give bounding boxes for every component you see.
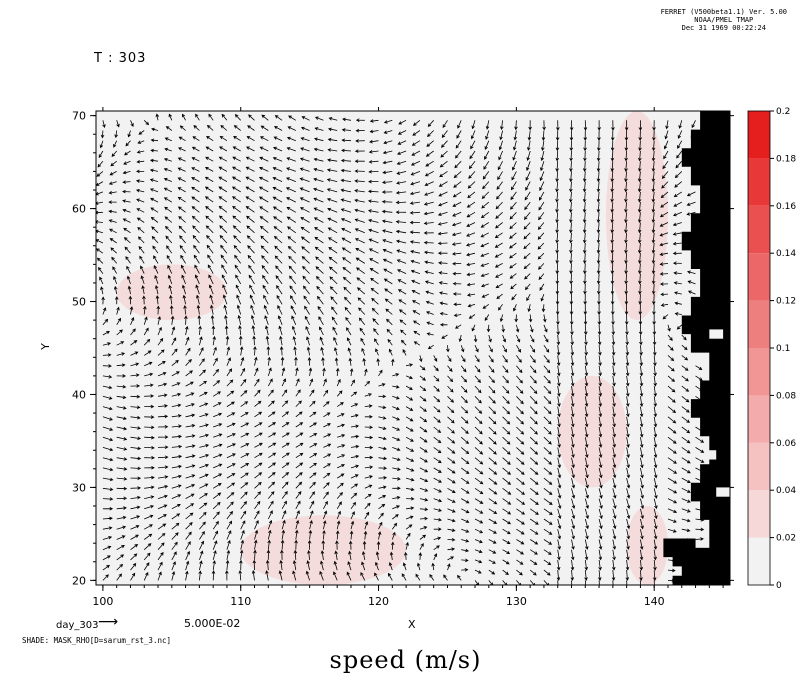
colorbar-swatch: [748, 537, 770, 585]
y-tick-label: 60: [72, 203, 86, 216]
colorbar-tick-label: 0.12: [776, 297, 796, 307]
shade-patch-south: [240, 515, 407, 585]
colorbar-tick-label: 0.14: [776, 249, 796, 259]
x-axis-label: X: [408, 618, 416, 631]
shade-patch-east-north: [605, 111, 668, 321]
land-hole-0: [702, 450, 717, 460]
shade-patch-mid-west: [116, 264, 227, 321]
y-tick-label: 40: [72, 388, 86, 401]
time-label: T : 303: [94, 51, 147, 66]
axes: 100 110 120 130 140 20 30 40 50 60 70: [72, 107, 734, 608]
reference-arrow-icon: ⟶: [98, 614, 119, 630]
colorbar-swatch: [748, 253, 770, 301]
colorbar-swatch: [748, 300, 770, 348]
x-tick-label: 110: [230, 595, 251, 608]
x-tick-label: 140: [644, 595, 665, 608]
y-axis-label: Y: [38, 343, 52, 350]
big-title: speed (m/s): [329, 646, 482, 674]
colorbar-tick-label: 0.08: [776, 391, 796, 401]
ferret-header: FERRET (V500beta1.1) Ver. 5.00 NOAA/PMEL…: [661, 8, 787, 32]
colorbar-tick-label: 0: [776, 581, 782, 591]
colorbar-tick-label: 0.1: [776, 344, 790, 354]
colorbar-swatch: [748, 205, 770, 254]
y-tick-label: 30: [72, 481, 86, 494]
x-tick-label: 120: [368, 595, 389, 608]
header-line-1: FERRET (V500beta1.1) Ver. 5.00: [660, 8, 787, 16]
colorbar-tick-label: 0.06: [776, 439, 796, 449]
vector-label: day_303: [56, 620, 99, 631]
colorbar-tick-label: 0.16: [776, 202, 796, 212]
header-line-2: NOAA/PMEL TMAP: [694, 16, 754, 24]
y-tick-label: 20: [72, 574, 86, 587]
land-coast: [663, 111, 730, 585]
y-tick-label: 50: [72, 296, 86, 309]
colorbar-tick-label: 0.04: [776, 486, 796, 496]
colorbar-tick-label: 0.02: [776, 534, 796, 544]
vector-arrows: [96, 113, 705, 585]
land-hole-2: [695, 538, 710, 548]
x-tick-label: 130: [506, 595, 527, 608]
colorbar-swatch: [748, 111, 770, 159]
colorbar-swatch: [748, 348, 770, 396]
plot-frame: [95, 110, 731, 586]
colorbar-swatch: [748, 442, 770, 491]
footer-label: SHADE: MASK_RHO[D=sarum_rst_3.nc]: [22, 636, 172, 645]
y-tick-label: 70: [72, 110, 86, 123]
shade-patch-east-south: [626, 506, 668, 585]
colorbar-tick-label: 0.18: [776, 154, 796, 164]
land-mask: [663, 111, 730, 585]
vector-scale: 5.000E-02: [184, 617, 241, 630]
colorbar-swatch: [748, 490, 770, 538]
header-line-3: Dec 31 1969 00:22:24: [681, 24, 766, 32]
land-hole-1: [716, 487, 730, 497]
colorbar-tick-label: 0.2: [776, 107, 790, 117]
x-tick-label: 100: [92, 595, 113, 608]
vector-field: [96, 113, 705, 585]
shade-patch-east-center: [557, 375, 627, 488]
colorbar: 0 0.02 0.04 0.06 0.08 0.1 0.12 0.14 0.16 0.18 0.2: [747, 107, 796, 591]
colorbar-swatch: [748, 395, 770, 443]
colorbar-swatch: [748, 158, 770, 206]
land-hole-3: [709, 329, 724, 339]
